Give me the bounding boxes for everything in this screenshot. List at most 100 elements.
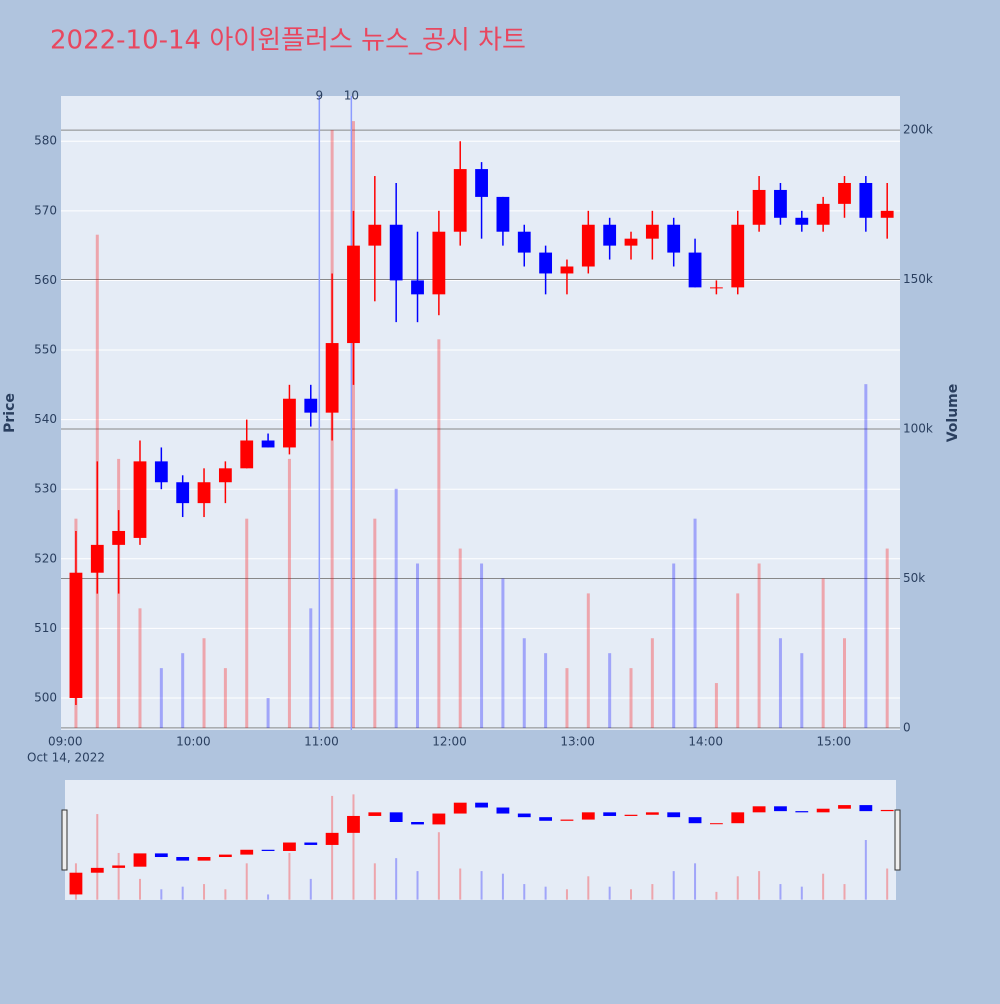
volume-bar (800, 653, 804, 728)
mini-volume-bar (523, 884, 526, 900)
mini-candle (560, 819, 574, 821)
volume-bar (394, 488, 398, 728)
chart-title: 2022-10-14 아이윈플러스 뉴스_공시 차트 (50, 26, 526, 56)
mini-volume-bar (736, 876, 739, 900)
volume-bar (416, 563, 420, 728)
mini-volume-bar (416, 871, 419, 900)
volume-bar (608, 653, 612, 728)
y2-tick-label: 50k (903, 571, 925, 585)
candle-body (432, 231, 446, 295)
candle-body (453, 169, 467, 232)
candle-body (816, 203, 830, 225)
volume-bar (309, 608, 313, 728)
candle-body (90, 544, 104, 573)
x-tick-label: 14:00 (688, 735, 723, 749)
volume-bar (223, 668, 227, 728)
mini-candle (795, 811, 809, 813)
volume-bar (629, 668, 633, 728)
volume-bar (245, 518, 249, 728)
volume-bar (714, 683, 718, 728)
mini-volume-bar (694, 863, 697, 900)
candle-body (624, 238, 638, 246)
mini-candle (112, 865, 126, 868)
mini-volume-bar (459, 868, 462, 900)
volume-bar (202, 638, 206, 728)
mini-volume-bar (864, 839, 867, 900)
mini-volume-bar (630, 889, 633, 900)
mini-volume-bar (672, 871, 675, 900)
mini-candle (240, 849, 254, 855)
y-tick-label: 580 (34, 134, 57, 148)
x-tick-label: 10:00 (176, 735, 211, 749)
candle-body (859, 182, 873, 218)
candle-body (368, 224, 382, 246)
candle-body (389, 224, 403, 281)
candle-body (475, 169, 488, 197)
candle-body (304, 398, 318, 413)
candle-body (496, 196, 510, 232)
volume-bar (138, 608, 142, 728)
volume-bar (650, 638, 654, 728)
candle-body (218, 468, 232, 483)
mini-candle (90, 867, 104, 873)
volume-bar (480, 563, 484, 728)
volume-bar (287, 458, 291, 728)
mini-candle (880, 809, 894, 812)
mini-volume-bar (608, 886, 611, 900)
y2-tick-label: 150k (903, 272, 933, 286)
mini-candle (69, 872, 83, 895)
volume-bar (672, 563, 676, 728)
mini-candle (154, 853, 168, 858)
mini-volume-bar (138, 878, 141, 900)
range-slider[interactable] (65, 780, 896, 900)
mini-volume-bar (886, 868, 889, 900)
candle-body (560, 266, 574, 274)
y2-axis-title: Volume (945, 384, 961, 443)
volume-bar (544, 653, 548, 728)
mini-candle (347, 815, 360, 833)
mini-candle (197, 857, 211, 861)
mini-candle (603, 812, 617, 816)
mini-volume-bar (203, 884, 206, 900)
mini-candle (368, 812, 382, 816)
mini-volume-bar (160, 889, 163, 900)
mini-candle (838, 805, 851, 809)
range-handle[interactable] (894, 809, 901, 871)
mini-candle (645, 812, 659, 815)
mini-candle (304, 842, 318, 845)
candle-body (880, 210, 894, 218)
candle-body (325, 343, 339, 413)
mini-volume-bar (331, 795, 334, 900)
candle-body (133, 461, 147, 538)
volume-bar (693, 518, 697, 728)
volume-bar (842, 638, 846, 728)
candle-body (581, 224, 595, 267)
mini-volume-bar (843, 884, 846, 900)
y2-tick-label: 200k (903, 123, 933, 137)
candle-body (795, 217, 809, 225)
candle-body (517, 231, 531, 253)
mini-candle (453, 802, 467, 814)
candle-body (197, 482, 211, 504)
y-tick-label: 510 (34, 621, 57, 635)
mini-candle (859, 805, 873, 812)
mini-volume-bar (267, 894, 270, 900)
candle-body (176, 482, 190, 504)
annotation-label: 10 (344, 89, 359, 103)
y2-tick-label: 0 (903, 720, 911, 734)
range-handle[interactable] (61, 809, 68, 871)
mini-volume-bar (779, 884, 782, 900)
y-tick-label: 550 (34, 343, 57, 357)
y-tick-label: 530 (34, 482, 57, 496)
y-axis-title: Price (2, 393, 18, 433)
mini-volume-bar (352, 794, 355, 900)
mini-volume-bar (800, 886, 803, 900)
mini-candle (432, 813, 446, 825)
mini-volume-bar (565, 889, 568, 900)
mini-volume-bar (395, 858, 398, 900)
mini-candle (325, 832, 339, 845)
volume-bar (565, 668, 569, 728)
mini-volume-bar (544, 886, 547, 900)
y2-tick-label: 100k (903, 421, 933, 435)
